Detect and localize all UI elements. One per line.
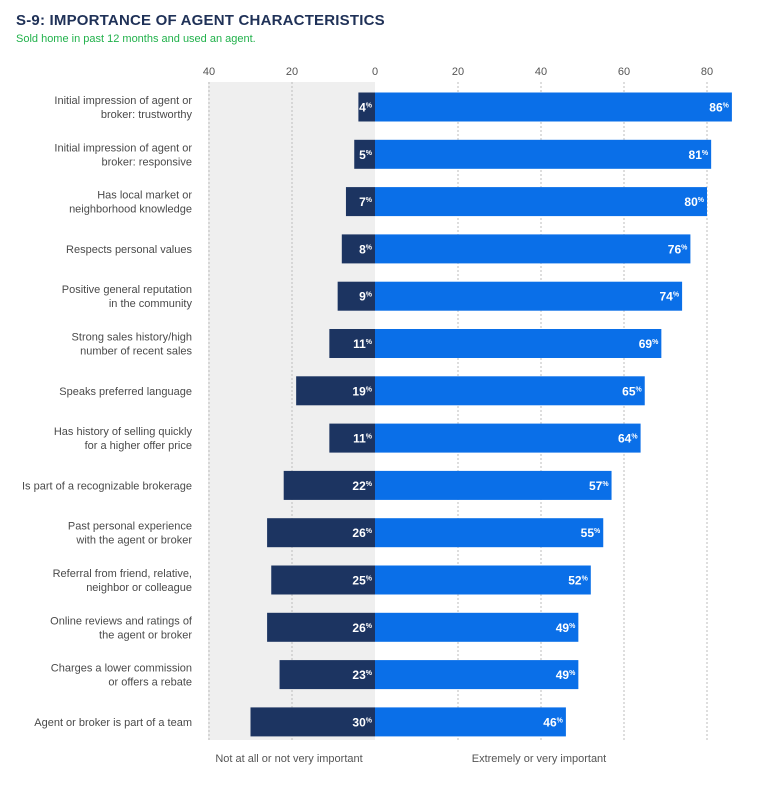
tick-label-right-80: 80 <box>701 66 713 78</box>
category-label-1: Initial impression of agent or broker: re… <box>54 142 192 168</box>
data-label-not-important-4: 9% <box>359 290 373 304</box>
tick-label-left-0: 0 <box>372 66 378 78</box>
bar-important-11 <box>375 612 579 642</box>
bar-important-8 <box>375 470 612 500</box>
data-label-not-important-3: 8% <box>359 242 373 256</box>
data-label-important-2: 80% <box>684 195 704 209</box>
chart-title: S-9: IMPORTANCE OF AGENT CHARACTERISTICS <box>16 12 385 29</box>
data-label-not-important-10: 25% <box>352 574 372 588</box>
tick-label-left-20: 20 <box>286 66 298 78</box>
bar-important-4 <box>375 281 683 311</box>
bar-not-important-10 <box>271 565 375 595</box>
tick-label-left-40: 40 <box>203 66 215 78</box>
legend-important: Extremely or very important <box>472 753 606 765</box>
bar-important-2 <box>375 187 707 217</box>
category-label-11: Online reviews and ratings of the agent o… <box>50 615 193 641</box>
bars <box>250 92 732 737</box>
data-label-not-important-8: 22% <box>352 479 372 493</box>
category-label-7: Has history of selling quickly for a high… <box>54 426 193 452</box>
bar-not-important-8 <box>283 470 375 500</box>
bar-important-1 <box>375 139 712 169</box>
category-label-5: Strong sales history/high number of recen… <box>72 332 193 358</box>
category-label-10: Referral from friend, relative, neighbor … <box>53 568 192 594</box>
data-label-not-important-9: 26% <box>352 526 372 540</box>
data-label-important-12: 49% <box>556 668 576 682</box>
bar-important-10 <box>375 565 591 595</box>
data-label-important-8: 57% <box>589 479 609 493</box>
bar-important-5 <box>375 329 662 358</box>
data-label-not-important-7: 11% <box>353 432 373 446</box>
category-label-6: Speaks preferred language <box>59 386 192 398</box>
bar-important-9 <box>375 518 604 548</box>
category-label-12: Charges a lower commission or offers a re… <box>51 663 192 689</box>
data-label-important-5: 69% <box>639 337 659 351</box>
tick-label-right-60: 60 <box>618 66 630 78</box>
data-label-not-important-5: 11% <box>353 337 373 351</box>
data-label-not-important-1: 5% <box>359 148 373 162</box>
legend-not-important: Not at all or not very important <box>215 753 362 765</box>
bar-important-3 <box>375 234 691 264</box>
bar-not-important-6 <box>296 376 375 406</box>
category-label-2: Has local market or neighborhood knowledg… <box>69 190 192 216</box>
bar-important-12 <box>375 660 579 690</box>
data-label-important-9: 55% <box>581 526 601 540</box>
bar-not-important-12 <box>279 660 375 690</box>
data-label-important-11: 49% <box>556 621 576 635</box>
data-label-important-7: 64% <box>618 432 638 446</box>
data-label-important-0: 86% <box>709 101 729 115</box>
bar-not-important-2 <box>345 187 375 217</box>
category-label-4: Positive general reputation in the commun… <box>62 284 193 310</box>
category-label-9: Past personal experience with the agent o… <box>68 521 192 547</box>
data-label-important-1: 81% <box>689 148 709 162</box>
bar-important-7 <box>375 423 641 453</box>
data-label-not-important-6: 19% <box>352 384 372 398</box>
bar-not-important-0 <box>358 92 375 122</box>
bar-not-important-13 <box>250 707 375 737</box>
data-labels: 4% 86% 5% 81% 7% 80% 8% 76% 9% 74% 11% 69% 19% 65% 11%… <box>352 101 729 730</box>
bar-not-important-1 <box>354 139 375 169</box>
data-label-important-3: 76% <box>668 242 688 256</box>
tick-label-right-40: 40 <box>535 66 547 78</box>
data-label-important-4: 74% <box>660 290 680 304</box>
data-label-not-important-12: 23% <box>352 668 372 682</box>
category-label-0: Initial impression of agent or broker: tr… <box>54 95 192 121</box>
category-label-13: Agent or broker is part of a team <box>34 717 192 729</box>
category-label-8: Is part of a recognizable brokerage <box>22 480 192 492</box>
bar-important-6 <box>375 376 645 406</box>
bar-not-important-7 <box>329 423 375 453</box>
category-label-3: Respects personal values <box>66 244 192 256</box>
x-axis-ticks: 40 20 0 20 40 60 80 <box>203 66 713 78</box>
data-label-not-important-2: 7% <box>359 195 373 209</box>
bar-important-0 <box>375 92 732 122</box>
data-label-important-13: 46% <box>543 715 563 729</box>
data-label-not-important-0: 4% <box>359 101 373 115</box>
data-label-not-important-13: 30% <box>352 715 372 729</box>
bar-not-important-11 <box>267 612 375 642</box>
data-label-not-important-11: 26% <box>352 621 372 635</box>
bar-not-important-9 <box>267 518 375 548</box>
data-label-important-10: 52% <box>568 574 588 588</box>
tick-label-right-20: 20 <box>452 66 464 78</box>
bar-not-important-4 <box>337 281 375 311</box>
bar-not-important-3 <box>341 234 375 264</box>
data-label-important-6: 65% <box>622 384 642 398</box>
category-labels: Initial impression of agent or broker: tr… <box>22 95 193 729</box>
bar-important-13 <box>375 707 566 737</box>
bar-not-important-5 <box>329 329 375 358</box>
chart-subtitle: Sold home in past 12 months and used an … <box>16 33 256 45</box>
